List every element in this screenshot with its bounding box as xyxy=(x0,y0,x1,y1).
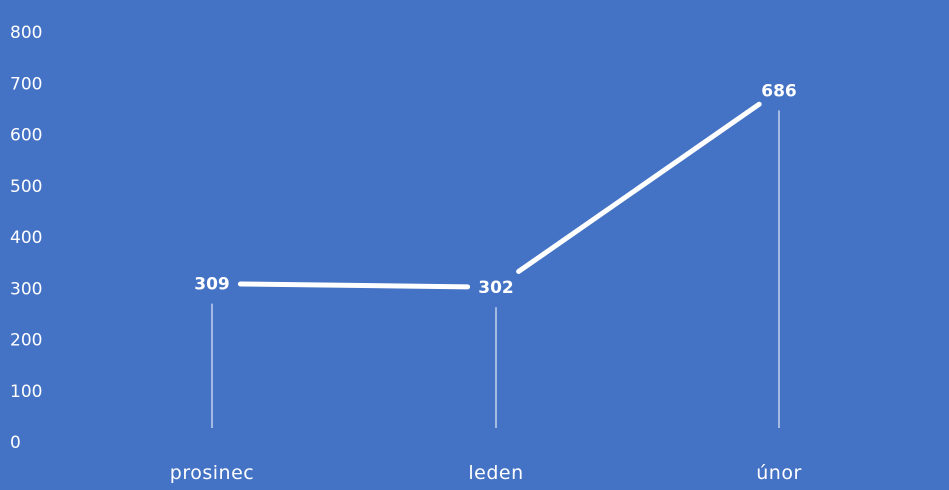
x-category-label: leden xyxy=(468,462,523,484)
data-label: 686 xyxy=(761,81,797,101)
y-tick-label: 300 xyxy=(10,279,42,299)
data-labels: 309 302 686 xyxy=(194,81,797,298)
series-line-segment xyxy=(237,281,471,290)
data-label: 309 xyxy=(194,275,230,295)
y-tick-label: 100 xyxy=(10,382,42,402)
y-tick-label: 400 xyxy=(10,228,42,248)
y-tick-label: 200 xyxy=(10,331,42,351)
y-axis-ticks: 0 100 200 300 400 500 600 700 800 xyxy=(10,23,42,453)
x-category-label: únor xyxy=(756,462,802,484)
series-line-segment xyxy=(516,101,762,274)
data-label: 302 xyxy=(478,278,514,298)
drop-lines xyxy=(211,110,780,428)
y-tick-label: 0 xyxy=(10,433,21,453)
y-tick-label: 700 xyxy=(10,74,42,94)
y-tick-label: 500 xyxy=(10,177,42,197)
x-category-label: prosinec xyxy=(170,462,254,484)
series-line xyxy=(237,101,762,290)
y-tick-label: 600 xyxy=(10,126,42,146)
x-axis-categories: prosinec leden únor xyxy=(170,462,802,484)
y-tick-label: 800 xyxy=(10,23,42,43)
